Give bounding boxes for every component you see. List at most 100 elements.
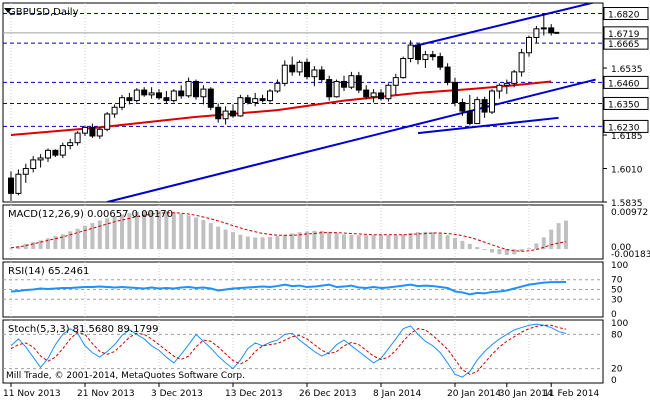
macd-histogram-bar bbox=[297, 232, 302, 250]
macd-histogram-bar bbox=[164, 211, 169, 250]
chevron-down-icon bbox=[4, 8, 12, 13]
candle-body bbox=[89, 126, 96, 137]
candle-body bbox=[45, 149, 51, 159]
macd-histogram-bar bbox=[46, 238, 50, 250]
x-axis-date-label: 3 Dec 2013 bbox=[151, 389, 203, 399]
level-price-label: 1.6665 bbox=[608, 40, 640, 50]
candle-body bbox=[311, 69, 318, 78]
candle-body bbox=[207, 88, 214, 108]
candle-body bbox=[459, 102, 466, 112]
macd-histogram-bar bbox=[504, 249, 509, 256]
candle-body bbox=[193, 80, 199, 98]
candle-body bbox=[392, 77, 399, 86]
level-price-box bbox=[603, 75, 649, 89]
macd-histogram-bar bbox=[371, 235, 376, 250]
macd-histogram-bar bbox=[401, 234, 406, 250]
candle-body bbox=[422, 54, 429, 60]
candle-body bbox=[215, 106, 222, 120]
price-panel-frame bbox=[2, 2, 604, 203]
candle-body bbox=[318, 69, 325, 81]
macd-histogram-bar bbox=[245, 236, 250, 250]
candle-body bbox=[370, 92, 377, 98]
macd-histogram-bar bbox=[342, 234, 346, 250]
macd-histogram-bar bbox=[408, 233, 413, 250]
candle-body bbox=[15, 173, 22, 194]
rsi-y-tick-label: 0 bbox=[611, 310, 617, 320]
macd-histogram-bar bbox=[379, 235, 383, 250]
macd-histogram-bar bbox=[549, 229, 554, 250]
macd-histogram-bar bbox=[416, 232, 420, 250]
macd-histogram-bar bbox=[386, 235, 391, 250]
level-price-box bbox=[603, 119, 649, 133]
candle-body bbox=[259, 98, 266, 102]
macd-histogram-bar bbox=[430, 232, 435, 250]
macd-histogram-bar bbox=[90, 223, 95, 250]
macd-title: MACD(12,26,9) 0.00657 0.00170 bbox=[8, 209, 173, 220]
macd-histogram-bar bbox=[482, 249, 487, 251]
level-price-label: 1.6460 bbox=[608, 79, 640, 89]
candle-body bbox=[37, 157, 44, 161]
candle-body bbox=[355, 75, 362, 91]
candle-body bbox=[466, 110, 473, 125]
stoch-y-tick-label: 100 bbox=[611, 319, 628, 329]
x-axis-date-label: 30 Jan 2014 bbox=[499, 389, 553, 399]
candle-body bbox=[503, 82, 510, 86]
macd-histogram-bar bbox=[527, 248, 531, 250]
current-price-label: 1.6719 bbox=[608, 30, 640, 40]
candle-body bbox=[533, 28, 540, 38]
candle-body bbox=[429, 54, 436, 58]
macd-signal-line bbox=[10, 212, 567, 252]
rsi-line bbox=[10, 281, 567, 296]
macd-histogram-bar bbox=[319, 230, 324, 250]
candle-body bbox=[52, 149, 59, 156]
level-price-label: 1.6820 bbox=[608, 11, 640, 21]
macd-histogram-bar bbox=[157, 210, 161, 250]
candle-body bbox=[496, 84, 503, 92]
macd-histogram-bar bbox=[120, 214, 124, 250]
macd-histogram-bar bbox=[268, 236, 272, 250]
macd-histogram-bar bbox=[541, 237, 546, 250]
macd-histogram-bar bbox=[275, 236, 280, 250]
candle-body bbox=[82, 126, 88, 134]
macd-histogram-bar bbox=[490, 249, 494, 253]
candle-body bbox=[22, 168, 29, 175]
macd-y-tick-label: 0.00972 bbox=[611, 208, 648, 218]
macd-histogram-bar bbox=[327, 231, 332, 250]
candle-body bbox=[111, 106, 118, 115]
candle-body bbox=[274, 82, 281, 92]
macd-histogram-bar bbox=[231, 232, 235, 250]
macd-histogram-bar bbox=[475, 246, 480, 250]
macd-histogram-bar bbox=[519, 249, 524, 252]
macd-histogram-bar bbox=[83, 225, 87, 250]
candle-body bbox=[156, 92, 162, 99]
macd-histogram-bar bbox=[564, 220, 568, 250]
candle-body bbox=[8, 177, 14, 194]
rsi-y-tick-label: 100 bbox=[611, 261, 628, 271]
price-chart-title: GBPUSD,Daily bbox=[8, 7, 79, 18]
candle-body bbox=[400, 57, 407, 79]
macd-y-tick-label: -0.00183 bbox=[611, 250, 650, 260]
macd-histogram-bar bbox=[75, 228, 80, 250]
candle-body bbox=[252, 98, 259, 104]
candle-body bbox=[474, 99, 481, 125]
macd-histogram-bar bbox=[171, 212, 176, 250]
macd-histogram-bar bbox=[534, 243, 539, 250]
macd-histogram-bar bbox=[356, 235, 361, 250]
macd-histogram-bar bbox=[149, 210, 154, 250]
macd-histogram-bar bbox=[134, 211, 139, 250]
macd-y-tick-label: 0.00 bbox=[611, 243, 631, 253]
candle-body bbox=[74, 132, 81, 144]
level-price-label: 1.6350 bbox=[608, 100, 640, 110]
macd-histogram-bar bbox=[16, 246, 21, 250]
macd-histogram-bar bbox=[497, 249, 502, 255]
macd-histogram-bar bbox=[60, 234, 65, 250]
candle-body bbox=[341, 80, 347, 88]
candle-body bbox=[385, 84, 392, 100]
rsi-y-tick-label: 30 bbox=[611, 295, 623, 305]
macd-histogram-bar bbox=[97, 220, 102, 250]
macd-histogram-bar bbox=[31, 242, 36, 250]
macd-histogram-bar bbox=[179, 213, 184, 250]
stoch-y-tick-label: 20 bbox=[611, 365, 623, 375]
